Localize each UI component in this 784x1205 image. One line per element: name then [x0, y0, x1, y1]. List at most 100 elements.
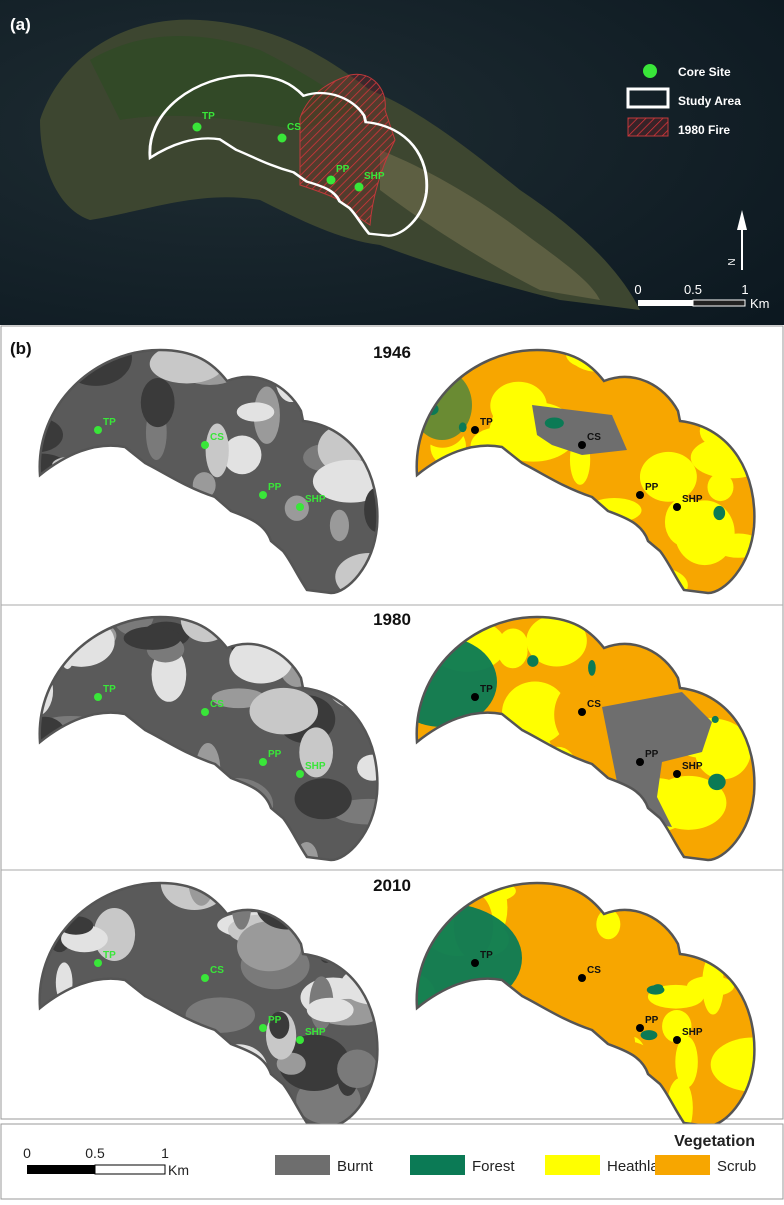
land-patch [329, 509, 349, 542]
core-site [296, 770, 304, 778]
scale-tick: 0.5 [684, 282, 702, 297]
land-patch [674, 500, 735, 566]
legend [626, 64, 670, 137]
site-label: TP [202, 111, 215, 122]
land-patch [357, 754, 378, 781]
bare-patch [380, 150, 600, 300]
scale-tick: 1 [741, 282, 748, 297]
land-patch [640, 1030, 658, 1041]
site-label: CS [210, 699, 224, 710]
site-label: PP [268, 482, 282, 493]
scale-bar [27, 1164, 166, 1175]
site-label: SHP [305, 494, 326, 505]
site-label: PP [645, 482, 659, 493]
land-patch [652, 984, 664, 991]
legend-swatch [626, 87, 670, 109]
land-patch [589, 467, 619, 507]
core-site [259, 758, 267, 766]
land-patch [707, 473, 734, 502]
north-arrow: N [727, 210, 747, 270]
legend-swatch [627, 117, 669, 137]
scale-tick: 0 [23, 1145, 31, 1161]
land-patch [237, 921, 302, 972]
scale-unit: Km [750, 296, 770, 311]
legend-label: Burnt [337, 1158, 374, 1175]
core-site [578, 974, 586, 982]
legend-label: 1980 Fire [678, 123, 730, 137]
land-patch [526, 617, 587, 667]
land-patch [140, 377, 175, 428]
site-label: SHP [682, 1027, 703, 1038]
land-patch [306, 997, 354, 1023]
year-label: 1946 [373, 343, 411, 362]
core-site [471, 426, 479, 434]
site-label: PP [336, 164, 350, 175]
land-patch [639, 451, 697, 502]
year-label: 1980 [373, 610, 411, 629]
site-label: PP [268, 1015, 282, 1026]
core-site [354, 182, 364, 192]
land-patch [185, 997, 256, 1033]
land-patch [222, 435, 262, 475]
legend-frame [0, 1123, 784, 1200]
land-patch [236, 402, 275, 422]
land-patch [675, 1036, 698, 1088]
vegetation-patch [90, 36, 360, 130]
legend-swatch [275, 1155, 330, 1175]
core-site [201, 441, 209, 449]
scale-unit: Km [168, 1162, 189, 1178]
year-label: 2010 [373, 876, 411, 895]
core-site [192, 122, 202, 132]
panel-label: (b) [10, 339, 32, 358]
scale-tick: 0 [634, 282, 641, 297]
land-patch [713, 505, 726, 521]
panel-a: (a) N [0, 0, 784, 325]
land-patch [39, 417, 63, 453]
site-label: PP [645, 1015, 659, 1026]
site-label: CS [287, 122, 301, 133]
core-site [673, 770, 681, 778]
land-patch [269, 1011, 290, 1039]
core-site [201, 708, 209, 716]
land-patch [527, 655, 539, 667]
site-label: TP [103, 417, 116, 428]
legend-swatch [643, 64, 657, 78]
site-label: SHP [682, 494, 703, 505]
site-label: SHP [305, 1027, 326, 1038]
legend-title: Vegetation [674, 1133, 755, 1150]
legend-swatch [545, 1155, 600, 1175]
legend-label: Forest [472, 1158, 515, 1175]
core-site [673, 1036, 681, 1044]
site-label: TP [480, 684, 493, 695]
core-site [259, 491, 267, 499]
core-site [578, 441, 586, 449]
site-label: CS [587, 699, 601, 710]
core-site [636, 491, 644, 499]
site-label: SHP [682, 761, 703, 772]
core-site [636, 758, 644, 766]
core-site [578, 708, 586, 716]
land-patch [711, 715, 719, 724]
land-patch [337, 1049, 378, 1089]
site-label: TP [480, 417, 493, 428]
core-site [259, 1024, 267, 1032]
core-site [471, 959, 479, 967]
legend-label: Core Site [678, 65, 731, 79]
core-site [471, 693, 479, 701]
site-label: CS [210, 432, 224, 443]
site-label: TP [480, 950, 493, 961]
site-label: SHP [305, 761, 326, 772]
land-patch [278, 1034, 350, 1091]
scale-bar [638, 299, 746, 307]
legend-label: Scrub [717, 1158, 756, 1175]
site-label: PP [645, 749, 659, 760]
land-patch [490, 381, 547, 430]
land-patch [294, 778, 352, 820]
land-patch [458, 422, 467, 433]
core-site [296, 1036, 304, 1044]
land-patch [708, 773, 726, 791]
land-patch [93, 908, 136, 962]
site-label: PP [268, 749, 282, 760]
land-patch [332, 798, 378, 825]
